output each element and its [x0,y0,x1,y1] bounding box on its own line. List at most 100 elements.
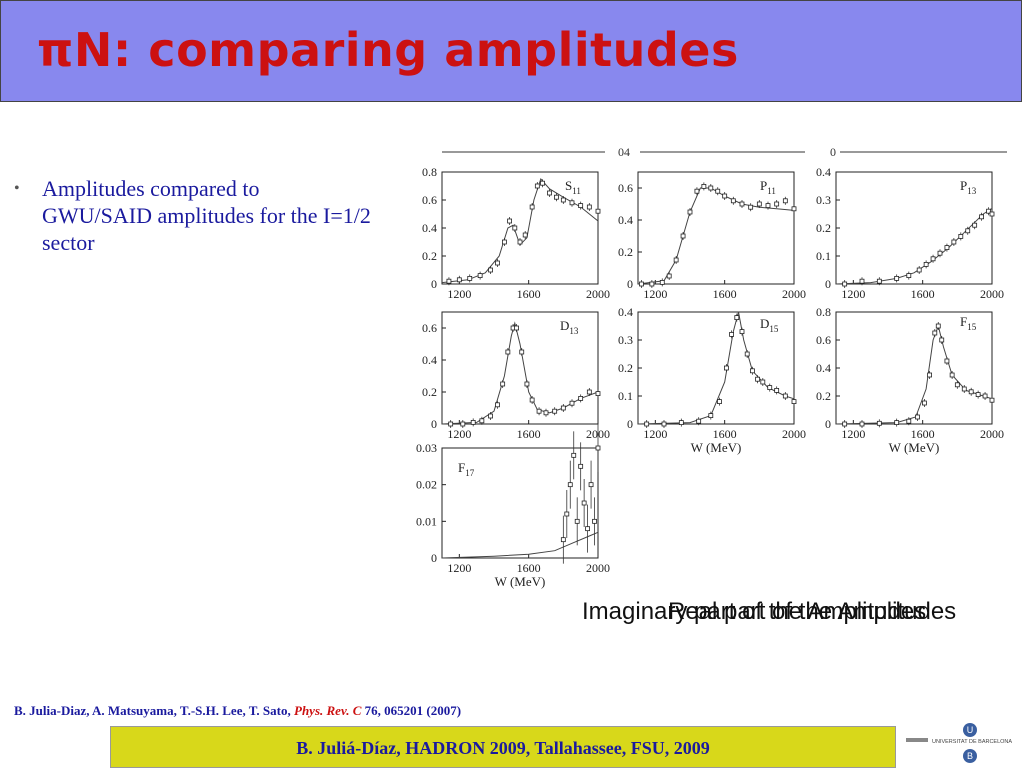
data-point [552,408,558,414]
data-point [739,329,745,335]
model-curve [835,207,993,285]
data-point [588,482,594,488]
reference-authors: B. Julia-Diaz, A. Matsuyama, T.-S.H. Lee… [14,703,294,718]
footer-text: B. Juliá-Díaz, HADRON 2009, Tallahassee,… [296,738,710,758]
y-tick-label: 0.4 [618,213,633,227]
data-point [595,208,601,214]
data-point [876,278,882,284]
data-point [744,351,750,357]
bullet-dot-icon: • [14,180,20,197]
y-tick-label: 0.2 [816,389,831,403]
data-point [659,279,665,285]
x-axis-label: W (MeV) [495,574,546,589]
data-point [989,397,995,403]
data-point [560,537,566,543]
y-tick-label: 0.4 [422,221,437,235]
data-point [569,200,575,206]
data-point [730,198,736,204]
data-point [644,421,650,427]
data-point [760,379,766,385]
logo-text: UNIVERSITAT DE BARCELONA [932,739,1012,745]
data-point [595,445,601,451]
data-point [592,518,597,524]
x-tick-label: 1200 [643,287,667,301]
plot-frame [441,447,599,559]
x-tick-label: 2000 [980,287,1004,301]
y-tick-label: 0.6 [422,321,437,335]
y-tick-label: 0.1 [618,389,633,403]
data-point [477,273,483,279]
data-point [949,372,955,378]
data-point [519,349,525,355]
chart-panel-f15: 0 0.2 0.4 0.6 0.8 1200 1600 2000 F15 W (MeV) [816,305,1004,455]
y-tick-label: 0 [825,417,831,431]
data-point [951,239,957,245]
x-tick-label: 1600 [713,427,737,441]
x-tick-label: 1600 [517,287,541,301]
y-tick-label: 0.01 [416,514,437,528]
data-point [479,418,485,424]
data-point [456,277,462,283]
caption-imaginary: Imaginary part of the Amplitudes [582,598,927,625]
model-curve [441,321,599,425]
data-point [534,183,540,189]
data-point [547,190,552,196]
data-point [696,418,702,424]
data-point [915,414,920,420]
data-point [944,358,950,364]
y-tick-label: 0.4 [618,305,633,319]
plot-frame [637,171,795,285]
x-axis-label: W (MeV) [889,440,940,455]
caption-real: Real part of the Amplitudes [668,598,957,625]
y-tick-label: 0.6 [816,333,831,347]
data-point [876,420,882,426]
bullet-text: Amplitudes compared to GWU/SAID amplitud… [42,176,371,255]
panel-label: S11 [565,178,581,196]
data-point [495,402,500,408]
data-point [701,184,707,189]
reference-journal: Phys. Rev. C [294,703,362,718]
data-point [935,323,941,329]
data-point [543,410,549,416]
y-tick-label: 0.2 [422,249,437,263]
x-tick-label: 1600 [911,287,935,301]
data-point [502,239,507,245]
data-point [932,330,938,336]
y-tick-label: 0 [431,277,437,291]
data-point [791,206,797,212]
top-stray-label: 04 [618,145,630,159]
data-point [961,386,967,392]
data-point [859,421,865,427]
data-point [729,331,735,337]
x-tick-label: 1200 [643,427,667,441]
data-point [507,218,512,224]
data-point [517,239,523,245]
x-tick-label: 2000 [586,561,610,575]
chart-panel-d15: 0 0.1 0.2 0.3 0.4 1200 1600 2000 D15 W (MeV) [618,305,806,455]
model-curve [441,178,599,284]
data-point [791,399,797,405]
data-point [968,389,974,395]
data-point [569,400,575,406]
chart-panel-p13: 0 0.1 0.2 0.3 0.4 1200 1600 2000 P13 [816,165,1004,301]
y-tick-label: 0 [825,277,831,291]
model-curve [637,187,795,285]
data-point [505,349,511,355]
data-point [578,203,584,208]
data-point [540,180,545,186]
y-tick-label: 0.4 [422,353,437,367]
y-tick-label: 0.3 [618,333,633,347]
data-point [749,368,755,374]
data-point [782,393,788,399]
data-point [723,365,729,371]
data-point [673,257,679,263]
panel-label: P11 [760,178,776,196]
data-point [774,387,780,393]
data-point [930,256,936,262]
data-point [954,382,960,388]
data-point [922,400,927,406]
data-point [722,193,728,199]
data-point [986,208,991,214]
x-axis-label: W (MeV) [691,440,742,455]
